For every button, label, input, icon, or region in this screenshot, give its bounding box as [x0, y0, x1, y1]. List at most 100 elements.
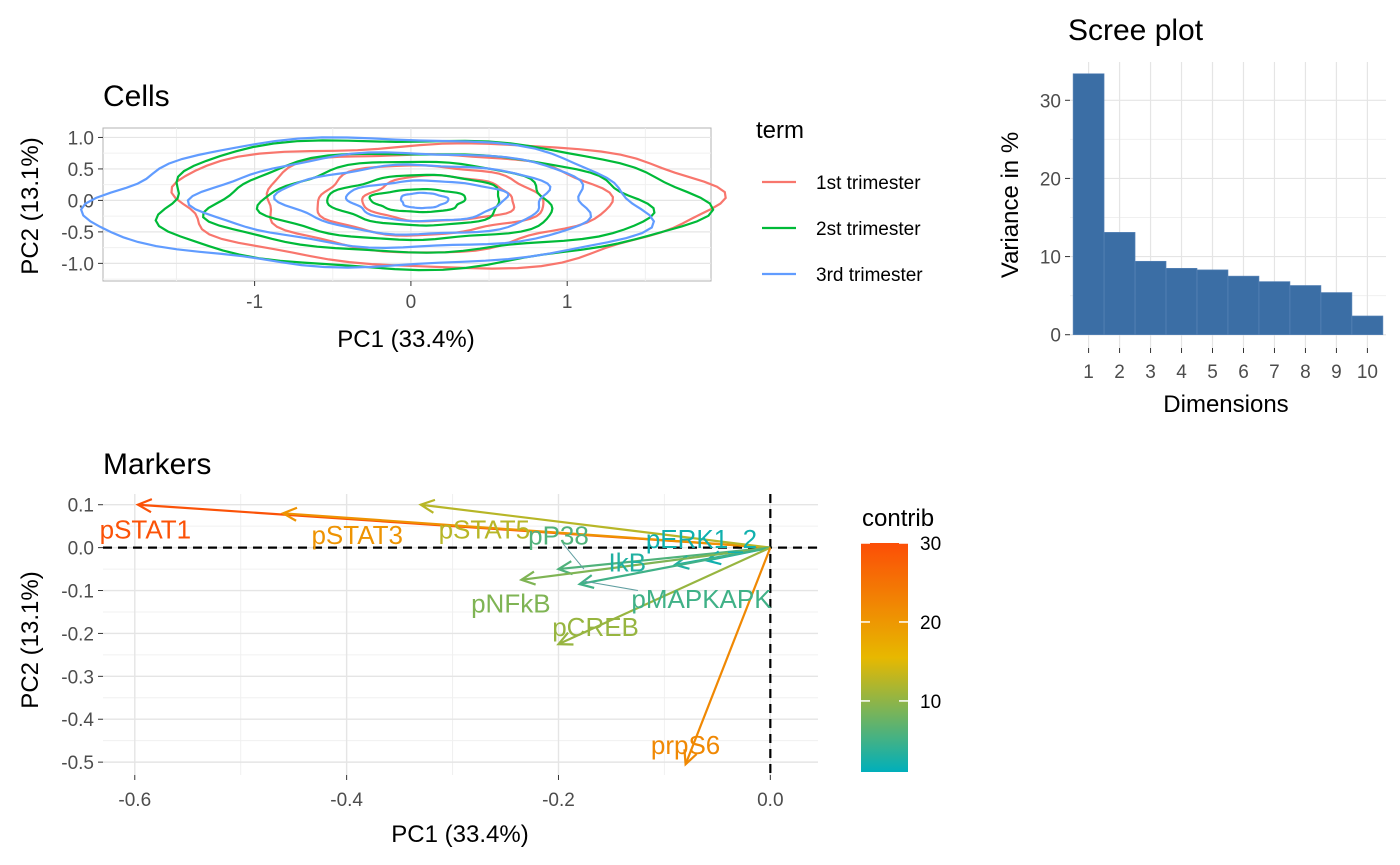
- markers-x-tick-label: -0.6: [118, 790, 151, 811]
- scree-xlabel: Dimensions: [1163, 391, 1288, 418]
- scree-x-tick-label: 8: [1300, 362, 1311, 383]
- cells-contour-1st-trimester: [170, 142, 727, 270]
- markers-y-tick-label: -0.3: [61, 667, 94, 688]
- scree-x-tick-label: 7: [1269, 362, 1280, 383]
- cells-ylabel: PC2 (13.1%): [17, 137, 44, 274]
- markers-ylabel: PC2 (13.1%): [17, 571, 44, 708]
- vector-arrowhead-pSTAT5: [418, 498, 436, 514]
- vector-arrowhead-pP38: [555, 560, 573, 576]
- vector-arrow-pCREB: [558, 546, 771, 646]
- scree-y-tick-label: 30: [1040, 91, 1061, 112]
- vector-arrowhead-pNFkB: [518, 570, 536, 586]
- markers-y-tick-label: -0.5: [61, 753, 94, 774]
- cells-contour-1st-trimester: [316, 164, 545, 237]
- vector-label-pSTAT1: pSTAT1: [100, 515, 192, 545]
- label-leader-line: [583, 580, 639, 592]
- scree-title: Scree plot: [1068, 14, 1204, 47]
- vector-label-prpS6: prpS6: [651, 730, 720, 760]
- contrib-tick-label: 30: [920, 534, 941, 555]
- label-leader-line: [562, 543, 585, 570]
- scree-x-tick-label: 3: [1145, 362, 1156, 383]
- vector-arrow-pMAPKAPK: [579, 546, 771, 586]
- markers-x-tick-label: -0.2: [542, 790, 575, 811]
- cells-xlabel: PC1 (33.4%): [337, 326, 474, 353]
- vector-label-pP38: pP38: [528, 521, 589, 551]
- cells-contour-1st-trimester: [361, 173, 516, 223]
- markers-panel: Markers -0.6 -0.4 -0.2 0.0-0.5-0.4-0.3-0.2-…: [17, 448, 941, 848]
- cells-legend-label: 3rd trimester: [816, 265, 923, 286]
- vector-arrowhead-pCREB: [556, 631, 574, 646]
- contrib-colorbar: [861, 543, 908, 772]
- scree-x-tick-label: 10: [1357, 362, 1378, 383]
- vector-arrowhead-pSTAT3: [280, 506, 298, 522]
- scree-bar: [1258, 281, 1291, 336]
- scree-bar: [1320, 292, 1353, 336]
- cells-legend-title: term: [756, 117, 804, 144]
- markers-y-tick-label: -0.1: [61, 582, 94, 603]
- scree-bar: [1103, 232, 1136, 336]
- scree-x-tick-label: 6: [1238, 362, 1249, 383]
- scree-bar: [1196, 269, 1229, 336]
- scree-x-tick-label: 5: [1207, 362, 1218, 383]
- cells-legend-label: 2st trimester: [816, 219, 921, 240]
- cells-contour-2st-trimester: [326, 173, 501, 227]
- vector-label-pSTAT3: pSTAT3: [311, 520, 403, 550]
- markers-xlabel: PC1 (33.4%): [391, 821, 528, 848]
- cells-title: Cells: [103, 80, 170, 113]
- cells-y-tick-label: 0.5: [68, 160, 94, 181]
- vector-label-pMAPKAPK: pMAPKAPK: [631, 584, 772, 614]
- vector-label-pSTAT5: pSTAT5: [439, 515, 531, 545]
- markers-y-tick-label: 0.0: [68, 539, 94, 560]
- scree-plot-area: 0 10 20 30 1 2 3 4 5 6 7 8 9 10: [1040, 62, 1386, 383]
- cells-legend-items: 1st trimester 2st trimester 3rd trimester: [762, 173, 923, 286]
- scree-bar: [1351, 315, 1384, 336]
- cells-y-tick-label: 1.0: [68, 128, 94, 149]
- cells-contour-3rd-trimester: [399, 191, 450, 210]
- vector-label-pNFkB: pNFkB: [471, 588, 550, 618]
- scree-x-tick-label: 4: [1176, 362, 1187, 383]
- contrib-legend-ticks: 10 20 30: [861, 534, 941, 713]
- cells-x-tick-label: 1: [562, 292, 573, 313]
- vector-label-IkB: IkB: [609, 548, 647, 578]
- vector-label-pERK1_2: pERK1_2: [646, 524, 757, 554]
- scree-bar: [1134, 260, 1167, 336]
- markers-y-tick-label: 0.1: [68, 496, 94, 517]
- markers-y-tick-label: -0.2: [61, 624, 94, 645]
- cells-contour-3rd-trimester: [273, 163, 552, 236]
- scree-y-tick-label: 0: [1050, 326, 1061, 347]
- vector-arrowhead-prpS6: [683, 749, 698, 767]
- cells-y-tick-label: 0.0: [68, 191, 94, 212]
- scree-y-tick-label: 10: [1040, 248, 1061, 269]
- scree-bar: [1227, 275, 1260, 336]
- cells-panel: Cells -1 0 1-1.0-0.50.00.51.0 PC1 (33.4%) …: [17, 80, 923, 353]
- cells-panel-background: [102, 127, 712, 282]
- contrib-tick-label: 10: [920, 692, 941, 713]
- markers-x-tick-label: -0.4: [330, 790, 363, 811]
- scree-y-tick-label: 20: [1040, 169, 1061, 190]
- cells-contour-2st-trimester: [368, 188, 467, 214]
- contrib-legend: contrib 10 20 30: [861, 505, 941, 772]
- markers-plot-area: -0.6 -0.4 -0.2 0.0 -0.5 -0.4 -0.3 -0.2 -0.1 0.0 0.…: [61, 494, 818, 811]
- markers-x-tick-label: 0.0: [757, 790, 783, 811]
- cells-legend: term 1st trimester 2st trimester 3rd trime…: [756, 117, 923, 286]
- cells-contour-3rd-trimester: [344, 179, 510, 223]
- cells-legend-label: 1st trimester: [816, 173, 921, 194]
- vector-arrowhead-pSTAT1: [135, 498, 153, 514]
- scree-panel: Scree plot 0 10 20 30 1 2 3 4 5 6 7 8 9 10 Dimensions…: [997, 14, 1386, 418]
- cells-contour-3rd-trimester: [186, 151, 593, 250]
- scree-x-tick-label: 9: [1331, 362, 1342, 383]
- contrib-tick-label: 20: [920, 613, 941, 634]
- scree-bar: [1072, 73, 1105, 336]
- vector-arrow-pSTAT5: [420, 503, 771, 549]
- scree-x-tick-label: 1: [1083, 362, 1094, 383]
- vector-arrowhead-pMAPKAPK: [577, 574, 595, 590]
- scree-x-tick-label: 2: [1114, 362, 1125, 383]
- vector-arrow-pNFkB: [521, 546, 771, 581]
- cells-plot-area: -1 0 1 -1.0 -0.5 0.0 0.5 1.0: [61, 127, 727, 313]
- vector-arrow-pSTAT3: [282, 512, 771, 549]
- contrib-legend-title: contrib: [862, 505, 934, 532]
- markers-y-tick-label: -0.4: [61, 710, 94, 731]
- vector-arrow-prpS6: [684, 547, 772, 765]
- cells-y-tick-label: -0.5: [61, 223, 94, 244]
